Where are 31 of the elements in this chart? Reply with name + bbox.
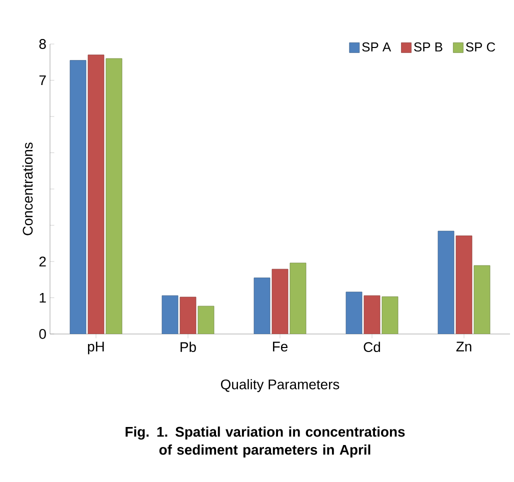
- bar: [254, 278, 270, 334]
- legend-label: SP B: [414, 42, 442, 52]
- bar: [474, 265, 490, 334]
- legend-label: SP A: [362, 42, 392, 52]
- y-tick-label: 0: [39, 329, 46, 339]
- bar: [88, 54, 104, 334]
- x-tick-label: Zn: [456, 342, 472, 352]
- bar: [70, 60, 86, 334]
- y-tick-label: 8: [39, 39, 46, 49]
- bar: [162, 295, 178, 334]
- y-tick-label: 7: [39, 75, 46, 86]
- x-tick-label: Pb: [180, 342, 196, 352]
- y-tick-label: 2: [39, 256, 46, 266]
- bar: [456, 236, 472, 334]
- bar: [198, 306, 214, 334]
- y-tick-label: 1: [40, 292, 46, 303]
- x-tick-label: Fe: [273, 342, 288, 352]
- bar: [180, 296, 196, 334]
- bar: [290, 262, 306, 334]
- legend-label: SP C: [466, 42, 496, 52]
- y-axis-title: Concentrations: [22, 142, 33, 236]
- bar: [346, 292, 362, 334]
- bar: [106, 58, 122, 334]
- bar: [438, 230, 454, 334]
- x-tick-label: pH: [88, 342, 104, 354]
- x-axis-title: Quality Parameters: [220, 379, 340, 392]
- bar: [382, 296, 398, 334]
- caption: Fig. 1. Spatial variation in concentrations of sediment parameters in April: [126, 426, 405, 458]
- bar: [272, 268, 288, 334]
- bar: [364, 295, 380, 334]
- x-tick-label: Cd: [364, 342, 380, 352]
